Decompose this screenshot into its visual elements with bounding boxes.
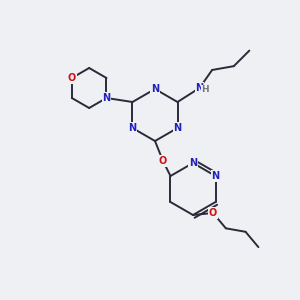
Text: N: N [196,83,204,93]
Text: N: N [189,158,197,168]
Text: O: O [68,73,76,83]
Text: N: N [151,84,159,94]
Text: H: H [201,85,209,94]
Text: O: O [159,156,167,166]
Text: N: N [212,171,220,181]
Text: N: N [173,123,181,133]
Text: N: N [128,123,136,133]
Text: N: N [102,93,110,103]
Text: O: O [209,208,217,218]
